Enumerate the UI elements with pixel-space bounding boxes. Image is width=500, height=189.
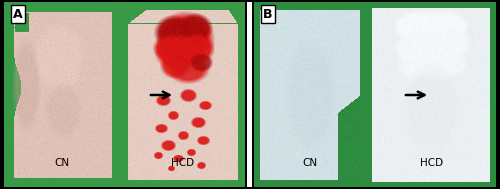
- Text: HCD: HCD: [172, 158, 194, 168]
- Text: B: B: [263, 8, 273, 20]
- Text: CN: CN: [302, 158, 318, 168]
- Text: HCD: HCD: [420, 158, 444, 168]
- Text: A: A: [13, 8, 23, 20]
- Text: CN: CN: [54, 158, 70, 168]
